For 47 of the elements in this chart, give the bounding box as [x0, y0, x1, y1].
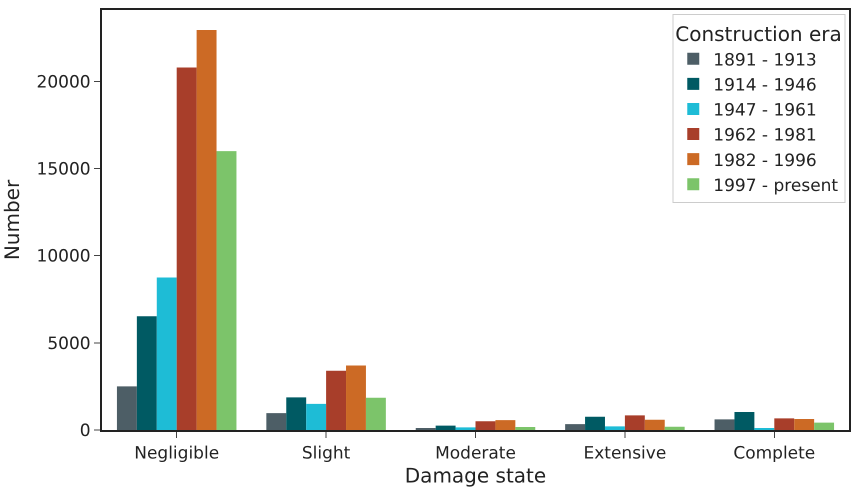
bar [266, 413, 286, 430]
legend-label: 1997 - present [713, 176, 838, 196]
y-tick-label: 5000 [47, 334, 91, 354]
bar [585, 416, 605, 430]
x-tick-label: Moderate [435, 443, 516, 464]
bar [306, 404, 326, 430]
y-tick-label: 20000 [36, 72, 91, 92]
y-tick-label: 10000 [36, 246, 91, 267]
x-tick-label: Complete [733, 443, 816, 464]
bar [664, 426, 685, 430]
bar [495, 420, 516, 430]
bar [136, 316, 157, 430]
bar [436, 426, 456, 430]
bar [176, 68, 197, 430]
bar [714, 419, 734, 430]
bar [734, 412, 754, 430]
bar [216, 151, 236, 430]
bar [456, 427, 476, 430]
x-axis-title: Damage state [404, 463, 546, 488]
y-tick-label: 0 [80, 420, 91, 441]
bar [604, 426, 625, 430]
legend-label: 1947 - 1961 [713, 100, 817, 121]
x-tick-label: Negligible [134, 443, 220, 464]
bar [814, 422, 834, 430]
bar [156, 278, 177, 430]
bar [326, 370, 346, 430]
legend-label: 1914 - 1946 [713, 75, 817, 96]
legend-label: 1891 - 1913 [713, 50, 817, 70]
bar [476, 421, 496, 430]
bar [794, 419, 814, 430]
bar [515, 427, 536, 430]
bar [644, 420, 665, 430]
bar [774, 418, 794, 430]
bar [366, 398, 386, 430]
legend-label: 1982 - 1996 [713, 150, 817, 171]
y-tick-label: 15000 [36, 160, 91, 180]
x-tick-label: Slight [302, 443, 351, 464]
bar [346, 366, 366, 430]
legend-title: Construction era [675, 22, 842, 46]
bar [196, 30, 217, 430]
bar [116, 386, 137, 430]
bar [286, 397, 306, 430]
bar [565, 424, 586, 430]
y-axis-title: Number [0, 179, 24, 260]
x-tick-label: Extensive [583, 443, 666, 464]
legend-label: 1962 - 1981 [713, 126, 817, 146]
bar [624, 415, 645, 430]
